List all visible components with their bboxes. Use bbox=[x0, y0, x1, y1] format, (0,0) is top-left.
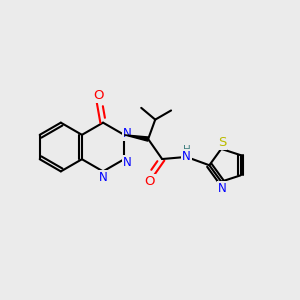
Text: O: O bbox=[144, 175, 155, 188]
Text: N: N bbox=[99, 171, 107, 184]
Text: N: N bbox=[123, 127, 132, 140]
Text: O: O bbox=[94, 89, 104, 102]
Text: N: N bbox=[182, 150, 191, 163]
Text: N: N bbox=[123, 156, 131, 169]
Polygon shape bbox=[124, 135, 148, 141]
Text: H: H bbox=[183, 146, 190, 155]
Text: N: N bbox=[218, 182, 226, 195]
Text: S: S bbox=[218, 136, 226, 149]
